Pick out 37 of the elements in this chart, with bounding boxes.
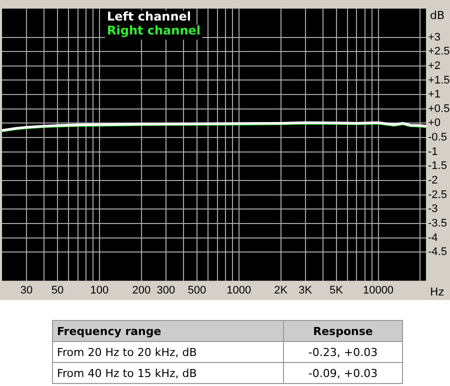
x-tick-label: 2K (274, 284, 288, 296)
y-tick-label: +3 (428, 31, 441, 44)
y-tick-label: -2 (428, 174, 438, 187)
text: Right channel (107, 24, 200, 38)
y-tick-label: +2 (428, 60, 441, 72)
y-tick-label: +1.5 (428, 74, 450, 86)
x-tick-label: 3K (298, 284, 313, 296)
text: From 20 Hz to 20 kHz, dB (52, 342, 284, 362)
y-tick-label: -2.5 (428, 188, 447, 201)
y-tick-label: -0.5 (428, 132, 447, 144)
x-tick-label: 1000 (226, 284, 252, 296)
x-tick-label: 5K (330, 284, 344, 296)
x-tick-label: 100 (90, 284, 109, 296)
y-tick-label: -3 (428, 203, 438, 216)
y-tick-label: -1 (428, 146, 438, 158)
text: -0.09, +0.03 (284, 362, 402, 384)
y-tick-label: -4.5 (428, 246, 447, 258)
y-tick-label: +1 (428, 88, 441, 101)
text: -0.23, +0.03 (284, 342, 402, 362)
x-tick-label: 10000 (362, 284, 394, 296)
y-tick-label: -3.5 (428, 218, 447, 230)
text: Left channel (107, 10, 192, 24)
y-tick-label: +2.5 (428, 46, 450, 58)
y-tick-label: -4 (428, 232, 438, 244)
x-tick-label: 200 (132, 284, 151, 296)
y-tick-label: +0 (428, 117, 441, 130)
text: Response (284, 320, 402, 342)
y-tick-label: +0.5 (428, 102, 450, 115)
text: From 40 Hz to 15 kHz, dB (52, 362, 284, 384)
x-tick-label: 30 (20, 284, 33, 296)
y-axis-title: dB (430, 8, 445, 22)
x-tick-label: 300 (156, 284, 176, 296)
x-axis-title: Hz (430, 286, 444, 299)
x-tick-label: 500 (188, 284, 206, 296)
y-tick-label: -1.5 (428, 160, 447, 172)
x-tick-label: 50 (51, 284, 64, 296)
text: Frequency range (52, 320, 284, 342)
